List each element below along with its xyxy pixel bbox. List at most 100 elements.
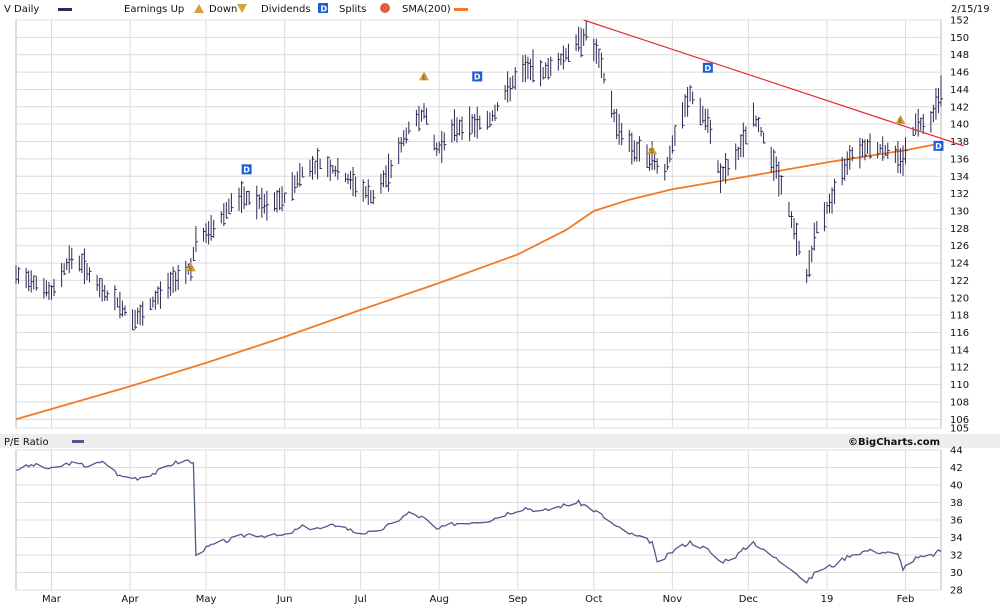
price-tick-label: 106 (950, 415, 969, 426)
price-tick-label: 144 (950, 85, 969, 96)
trendline-layer (583, 19, 964, 147)
earnings-marker: E (185, 262, 196, 272)
x-tick-label: Jun (276, 594, 293, 605)
dividend-icon (472, 71, 483, 82)
price-tick-label: 126 (950, 241, 969, 252)
price-tick-label: 130 (950, 206, 969, 217)
price-tick-label: 124 (950, 259, 969, 270)
sma-200-line (15, 142, 942, 421)
dividends-label: Dividends (261, 4, 311, 15)
pe-panel: 28 30 32 34 36 38 40 42 44 (15, 446, 963, 597)
pe-tick-label: 40 (950, 481, 963, 492)
price-tick-label: 148 (950, 50, 969, 61)
price-tick-label: 110 (950, 380, 969, 391)
price-tick-label: 105 (950, 424, 969, 435)
pe-tick-label: 36 (950, 516, 963, 527)
dividend-marker: D (241, 164, 252, 175)
price-tick-label: 134 (950, 172, 969, 183)
earnings-down-label: Down (209, 4, 237, 15)
earnings-marker: E (647, 145, 658, 155)
x-tick-label: Oct (585, 594, 602, 605)
header-bar (0, 0, 1000, 18)
price-tick-label: 136 (950, 154, 969, 165)
resistance-trendline (583, 19, 964, 147)
dividend-marker: D (933, 140, 944, 151)
earnings-marker: E (419, 71, 430, 81)
pe-tick-label: 38 (950, 498, 963, 509)
x-tick-label: Feb (897, 594, 915, 605)
x-tick-label: 19 (821, 594, 834, 605)
price-tick-label: 122 (950, 276, 969, 287)
pe-title: P/E Ratio (4, 437, 49, 448)
price-tick-label: 146 (950, 68, 969, 79)
dividend-glyph: D (474, 73, 481, 82)
x-tick-label: Nov (663, 594, 683, 605)
earnings-marker: E (895, 114, 906, 125)
pe-line-layer (15, 459, 942, 584)
pe-header-bar (0, 434, 1000, 448)
dividend-glyph: D (935, 142, 942, 151)
symbol-label: V Daily (4, 4, 39, 15)
price-tick-label: 120 (950, 293, 969, 304)
dividend-icon (933, 140, 944, 151)
price-tick-label: 116 (950, 328, 969, 339)
sma-label: SMA(200) (402, 4, 451, 15)
sma-legend-swatch (454, 8, 468, 11)
pe-grid (16, 449, 941, 591)
price-tick-label: 114 (950, 345, 969, 356)
earnings-down-icon (237, 4, 247, 13)
chart-date: 2/15/19 (951, 4, 990, 15)
pe-tick-label: 30 (950, 568, 963, 579)
x-tick-label: May (196, 594, 217, 605)
earnings-up-icon (647, 145, 658, 155)
svg-text:D: D (321, 5, 328, 14)
x-tick-label: Sep (508, 594, 527, 605)
price-tick-label: 142 (950, 102, 969, 113)
brand-label: ©BigCharts.com (848, 437, 940, 448)
earnings-glyph: E (189, 265, 193, 272)
dividend-marker: D (702, 62, 713, 73)
price-tick-label: 140 (950, 120, 969, 131)
x-tick-label: Jul (354, 594, 367, 605)
pe-tick-label: 28 (950, 586, 963, 597)
pe-tick-label: 44 (950, 446, 963, 457)
price-tick-label: 138 (950, 137, 969, 148)
price-tick-label: 118 (950, 311, 969, 322)
price-tick-label: 150 (950, 33, 969, 44)
dividend-icon: D (318, 3, 328, 14)
earnings-up-icon (895, 114, 906, 124)
x-axis: Mar Apr May Jun Jul Aug Sep Oct Nov Dec 19 Feb (42, 594, 914, 605)
pe-tick-label: 42 (950, 463, 963, 474)
price-tick-label: 132 (950, 189, 969, 200)
dividend-marker: D (472, 71, 483, 82)
price-tick-label: 152 (950, 16, 969, 27)
split-icon (380, 3, 390, 13)
x-tick-label: Aug (429, 594, 449, 605)
pe-ratio-line (15, 459, 942, 584)
sma-200-layer (15, 142, 942, 421)
x-tick-label: Mar (42, 594, 62, 605)
earnings-up-icon (419, 71, 430, 81)
price-plot-area (15, 19, 942, 429)
earnings-glyph: E (422, 74, 426, 81)
earnings-up-label: Earnings Up (124, 4, 184, 15)
dividend-glyph: D (705, 64, 712, 73)
pe-tick-label: 34 (950, 533, 963, 544)
chart-header: V Daily Earnings Up Down Dividends D Spl… (4, 3, 990, 15)
dividend-glyph: D (243, 166, 250, 175)
dividend-icon (702, 62, 713, 73)
pe-tick-label: 32 (950, 551, 963, 562)
earnings-glyph: E (650, 148, 654, 155)
earnings-glyph: E (899, 118, 903, 125)
earnings-up-icon (185, 262, 196, 272)
price-tick-label: 128 (950, 224, 969, 235)
dividend-icon (241, 164, 252, 175)
earnings-up-icon (194, 4, 204, 13)
price-tick-label: 108 (950, 397, 969, 408)
price-tick-label: 112 (950, 363, 969, 374)
pe-legend-swatch (72, 440, 84, 443)
x-tick-label: Apr (121, 594, 139, 605)
